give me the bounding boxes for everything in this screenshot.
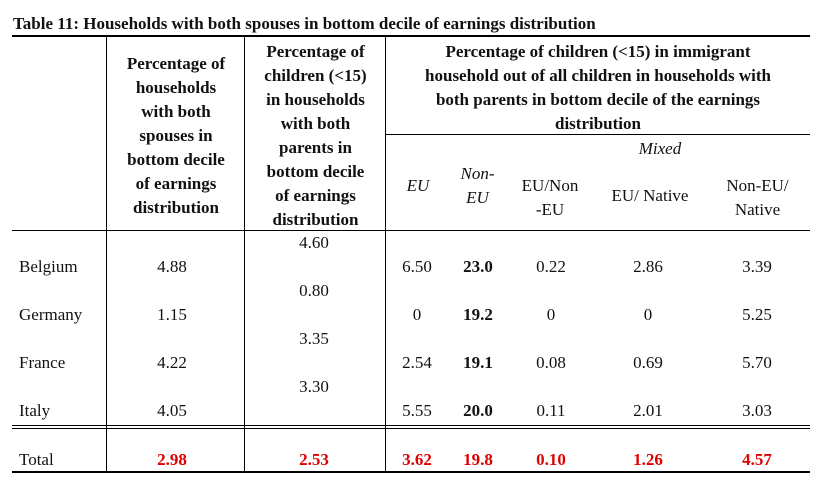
header-eu-native: EU/ Native (611, 186, 689, 205)
cell-households: 1.15 (157, 305, 187, 324)
header-children: Percentage of children (<15) in househol… (264, 42, 367, 229)
bottom-rule (12, 471, 810, 473)
row-label-france: France (19, 353, 66, 372)
cell-eu: 2.54 (402, 353, 432, 372)
total-eu: 3.62 (402, 450, 432, 469)
cell-non-eu-native: 3.03 (742, 401, 772, 420)
cell-non-eu-native: 5.70 (742, 353, 772, 372)
cell-eu-native: 2.01 (633, 401, 663, 420)
cell-non-eu-native: 5.25 (742, 305, 772, 324)
cell-eu: 6.50 (402, 257, 432, 276)
total-rule-2 (12, 428, 810, 429)
header-eu: EU (406, 176, 430, 195)
total-eu-native: 1.26 (633, 450, 663, 469)
row-label-germany: Germany (19, 305, 83, 324)
total-non-eu: 19.8 (463, 450, 493, 469)
group-rule (385, 134, 810, 135)
cell-eu-native: 0 (643, 305, 653, 324)
cell-non-eu: 19.1 (463, 353, 493, 372)
total-children: 2.53 (299, 450, 329, 469)
cell-eu-non-eu: 0 (546, 305, 556, 324)
table-title: Table 11: Households with both spouses i… (13, 14, 596, 33)
cell-children: 3.35 (299, 329, 329, 348)
header-eu-non-eu: EU/Non -EU (521, 176, 579, 219)
cell-households: 4.88 (157, 257, 187, 276)
row-label-italy: Italy (19, 401, 51, 420)
cell-eu: 0 (412, 305, 422, 324)
cell-children: 0.80 (299, 281, 329, 300)
total-eu-non-eu: 0.10 (536, 450, 566, 469)
row-label-total: Total (19, 450, 54, 469)
cell-eu-non-eu: 0.22 (536, 257, 566, 276)
cell-non-eu-native: 3.39 (742, 257, 772, 276)
header-non-eu: Non- EU (460, 164, 495, 207)
cell-non-eu: 20.0 (463, 401, 493, 420)
cell-non-eu: 19.2 (463, 305, 493, 324)
cell-eu: 5.55 (402, 401, 432, 420)
cell-eu-native: 0.69 (633, 353, 663, 372)
cell-eu-native: 2.86 (633, 257, 663, 276)
col-divider-1 (106, 36, 107, 472)
col-divider-2 (244, 36, 245, 472)
cell-non-eu: 23.0 (463, 257, 493, 276)
header-households: Percentage of households with both spous… (126, 54, 226, 217)
total-households: 2.98 (157, 450, 187, 469)
cell-children: 3.30 (299, 377, 329, 396)
total-non-eu-native: 4.57 (742, 450, 772, 469)
header-non-eu-native: Non-EU/ Native (726, 176, 789, 219)
header-immigrant: Percentage of children (<15) in immigran… (425, 42, 771, 133)
top-rule (12, 35, 810, 37)
cell-households: 4.05 (157, 401, 187, 420)
cell-children: 4.60 (299, 233, 329, 252)
row-label-belgium: Belgium (19, 257, 78, 276)
cell-households: 4.22 (157, 353, 187, 372)
total-rule-1 (12, 425, 810, 426)
col-divider-3 (385, 36, 386, 472)
header-bottom-rule (12, 230, 810, 231)
cell-eu-non-eu: 0.11 (536, 401, 566, 420)
header-mixed: Mixed (638, 139, 682, 158)
cell-eu-non-eu: 0.08 (536, 353, 566, 372)
